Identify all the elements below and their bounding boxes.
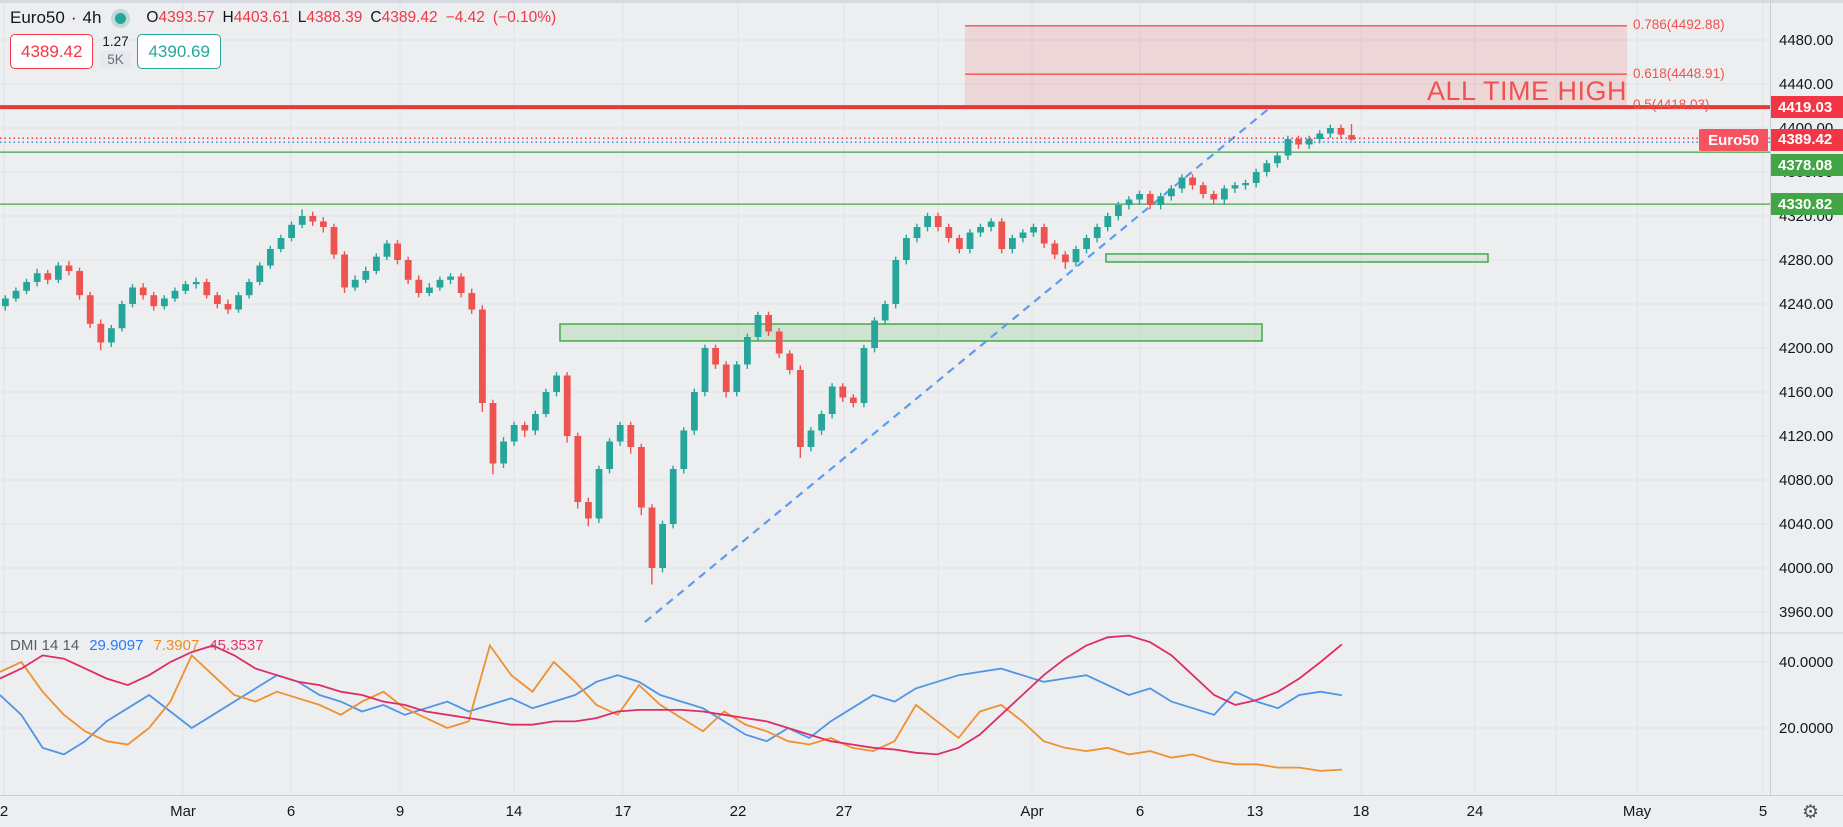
price-tick-label: 4240.00 — [1779, 296, 1834, 313]
horizontal-lines-layer — [0, 105, 1770, 205]
price-tag: 4378.08 — [1771, 154, 1843, 177]
lot-size-badge[interactable]: 5K — [100, 51, 131, 68]
dmi-line-plusdi — [0, 667, 1343, 756]
buy-button[interactable]: 4390.69 — [137, 34, 221, 69]
time-tick-label: 9 — [395, 803, 405, 820]
price-tick-label: 4440.00 — [1779, 76, 1834, 93]
price-tick-label: 4080.00 — [1779, 472, 1834, 489]
time-tick-label: 6 — [1135, 803, 1145, 820]
price-tick-label: 4200.00 — [1779, 340, 1834, 357]
time-tick-label: 22 — [729, 803, 747, 820]
time-tick-label: 24 — [1466, 803, 1484, 820]
time-tick-label: 17 — [614, 803, 632, 820]
dmi-minus-di-value: 7.3907 — [153, 637, 200, 654]
price-tick-label: 4120.00 — [1779, 428, 1834, 445]
dmi-tick-label: 20.0000 — [1779, 720, 1834, 737]
change-percent: (−0.10%) — [492, 9, 557, 26]
time-axis[interactable]: ⚙ 2 Mar 6 9 14 17 22 27 Apr 6 13 18 24 May 5 — [0, 795, 1843, 827]
dmi-indicator-legend: DMI 14 14 29.9097 7.3907 45.3537 — [10, 637, 264, 654]
time-tick-label: Apr — [1020, 803, 1044, 820]
sell-button[interactable]: 4389.42 — [10, 34, 94, 69]
price-tick-label: 4480.00 — [1779, 32, 1834, 49]
time-tick-label: 14 — [505, 803, 523, 820]
grid-layer — [0, 3, 1770, 795]
dmi-plus-di-value: 29.9097 — [89, 637, 144, 654]
price-tick-label: 4040.00 — [1779, 516, 1834, 533]
timeframe-label[interactable]: 4h — [82, 8, 102, 27]
high-value: 4403.61 — [233, 9, 290, 26]
dmi-name-params[interactable]: DMI 14 14 — [10, 637, 80, 654]
spread-box: 1.27 5K — [93, 34, 137, 69]
time-tick-label: 18 — [1352, 803, 1370, 820]
symbol-name[interactable]: Euro50 — [10, 8, 65, 27]
legend-separator: · — [70, 8, 77, 27]
order-panel: 4389.42 1.27 5K 4390.69 — [10, 34, 221, 69]
fib-level-0786-label: 0.786(4492.88) — [1633, 17, 1725, 32]
price-tag: 4389.42 — [1771, 128, 1843, 151]
realtime-status-dot — [115, 12, 127, 24]
dmi-line-adx — [0, 634, 1343, 756]
ohlc-readout: O4393.57 H4403.61 L4388.39 C4389.42 −4.4… — [146, 9, 557, 26]
trendline-drawing[interactable] — [644, 105, 1273, 623]
low-value: 4388.39 — [306, 9, 363, 26]
fib-level-0618-label: 0.618(4448.91) — [1633, 66, 1725, 81]
spread-value: 1.27 — [102, 34, 129, 49]
time-tick-label: 27 — [835, 803, 853, 820]
time-tick-label: May — [1622, 803, 1652, 820]
price-tag: 4419.03 — [1771, 96, 1843, 119]
top-edge-strip — [0, 0, 1843, 3]
symbol-legend: Euro50 · 4h O4393.57 H4403.61 L4388.39 C… — [10, 8, 556, 28]
open-value: 4393.57 — [158, 9, 215, 26]
price-tick-label: 4000.00 — [1779, 560, 1834, 577]
fib-retracement-zone — [965, 25, 1627, 109]
candles-layer — [2, 124, 1355, 585]
time-tick-label: Mar — [170, 803, 196, 820]
time-tick-label: 2 — [0, 803, 9, 820]
all-time-high-annotation: ALL TIME HIGH — [1426, 76, 1627, 106]
price-tick-label: 3960.00 — [1779, 604, 1834, 621]
price-tick-label: 4280.00 — [1779, 252, 1834, 269]
time-tick-label: 6 — [286, 803, 296, 820]
symbol-price-line-tag: Euro50 — [1699, 129, 1768, 151]
demand-zones-layer — [559, 253, 1489, 342]
price-tag: 4330.82 — [1771, 193, 1843, 216]
dmi-adx-value: 45.3537 — [209, 637, 264, 654]
price-tick-label: 4160.00 — [1779, 384, 1834, 401]
close-value: 4389.42 — [381, 9, 438, 26]
fib-level-05-label: 0.5(4418.03) — [1633, 97, 1710, 112]
time-tick-label: 5 — [1758, 803, 1768, 820]
gear-icon[interactable]: ⚙ — [1801, 802, 1819, 823]
dmi-pane-layer — [0, 634, 1343, 772]
dmi-line-minusdi — [0, 643, 1342, 772]
time-tick-label: 13 — [1246, 803, 1264, 820]
change-value: −4.42 — [445, 9, 485, 26]
price-axis[interactable]: 4480.004440.004400.004360.004320.004280.… — [1770, 0, 1843, 795]
dmi-tick-label: 40.0000 — [1779, 654, 1834, 671]
